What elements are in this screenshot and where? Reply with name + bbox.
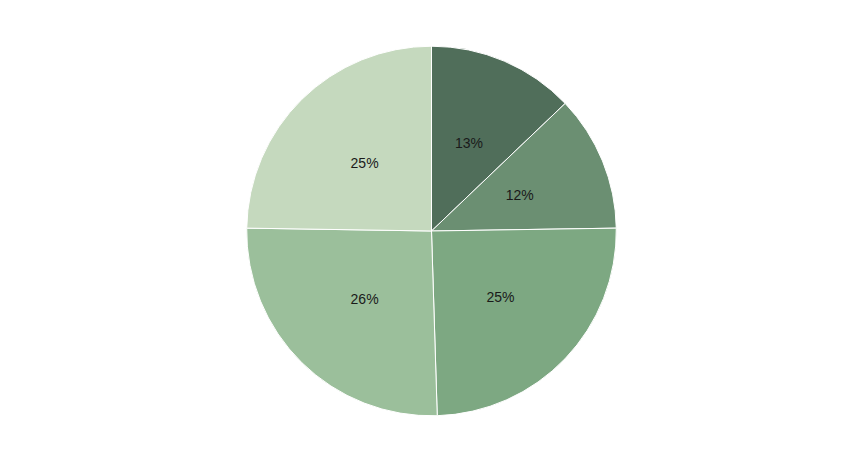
svg-text:13%: 13% <box>455 135 483 151</box>
svg-text:26%: 26% <box>351 291 379 307</box>
svg-text:25%: 25% <box>486 289 514 305</box>
svg-text:25%: 25% <box>351 155 379 171</box>
svg-text:12%: 12% <box>506 187 534 203</box>
